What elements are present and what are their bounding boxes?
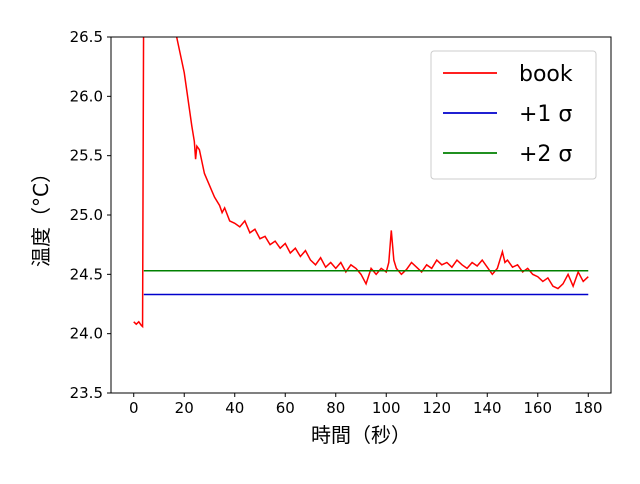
legend-label: +1 σ (519, 102, 572, 127)
x-tick-label: 120 (422, 399, 451, 417)
y-tick-label: 23.5 (70, 384, 103, 402)
legend-label: book (519, 62, 573, 87)
x-tick-label: 80 (326, 399, 345, 417)
x-tick-label: 100 (372, 399, 401, 417)
y-tick-label: 24.0 (70, 325, 103, 343)
y-tick-label: 24.5 (70, 265, 103, 283)
y-axis-label: 温度（°C） (29, 163, 53, 267)
legend-label: +2 σ (519, 142, 572, 167)
y-tick-label: 26.5 (70, 28, 103, 46)
x-axis-label: 時間（秒） (311, 423, 411, 447)
y-tick-label: 25.0 (70, 206, 103, 224)
y-tick-label: 26.0 (70, 87, 103, 105)
plot-area (133, 37, 589, 329)
x-tick-label: 160 (523, 399, 552, 417)
x-tick-label: 60 (276, 399, 295, 417)
legend-box (430, 50, 597, 180)
x-tick-label: 0 (129, 399, 139, 417)
x-tick-label: 180 (574, 399, 603, 417)
y-tick-label: 25.5 (70, 147, 103, 165)
axes-frame (110, 36, 612, 394)
x-tick-label: 40 (225, 399, 244, 417)
x-tick-label: 20 (175, 399, 194, 417)
data-line (133, 37, 589, 329)
x-tick-label: 140 (473, 399, 502, 417)
